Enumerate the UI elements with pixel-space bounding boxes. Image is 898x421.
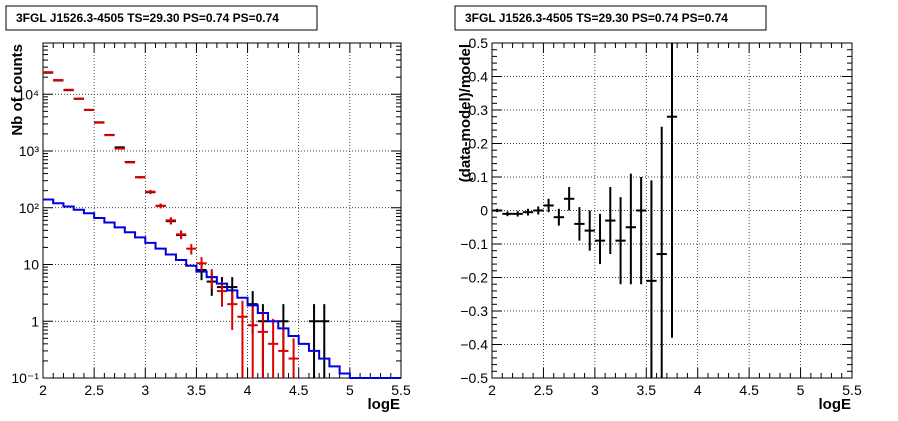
residual-x-tick-label: 2.5 (534, 382, 554, 398)
counts-series0-point (308, 304, 320, 378)
residual-x-tick-label: 2 (488, 382, 496, 398)
residual-y-tick-label: 0.1 (469, 169, 489, 185)
residual-series0-point (492, 208, 503, 213)
counts-series1-point (43, 71, 54, 74)
counts-grid (43, 43, 401, 378)
counts-series1-point (124, 161, 136, 164)
residual-title-box (454, 5, 767, 31)
residual-series0-point (666, 43, 678, 338)
residual-panel: 2 2.5 3 3.5 4 4.5 5 5.5 −0.5 −0.4 −0.3 −0.2 −0.1 0 0.1… (454, 5, 862, 413)
counts-series1-point (237, 300, 248, 378)
counts-x-tick-label: 5 (346, 382, 354, 398)
counts-ticks: 2 2.5 3 3.5 4 4.5 5 5.5 10⁻¹ 1 10 10² 10³ 10⁴ (11, 42, 411, 398)
residual-series0-point (574, 207, 585, 241)
residual-y-tick-label: 0 (480, 203, 488, 219)
counts-series1-point (175, 230, 187, 240)
residual-series0-point (615, 197, 626, 285)
residual-x-tick-label: 3.5 (637, 382, 657, 398)
counts-series1-point (73, 97, 84, 100)
residual-series0-point (646, 180, 657, 378)
residual-series0-point (636, 177, 647, 285)
residual-series0-point (564, 187, 575, 211)
counts-x-tick-label: 2 (39, 382, 47, 398)
residual-x-tick-label: 5 (797, 382, 805, 398)
residual-series0-point (502, 211, 513, 217)
residual-x-tick-label: 4 (694, 382, 702, 398)
residual-y-tick-label: −0.2 (460, 270, 488, 286)
residual-x-axis-label: logE (819, 396, 852, 413)
counts-series1-point (247, 306, 258, 378)
counts-x-tick-label: 3.5 (187, 382, 207, 398)
counts-y-tick-label: 1 (31, 313, 39, 329)
counts-y-tick-label: 10⁻¹ (11, 370, 39, 386)
residual-x-tick-label: 3 (591, 382, 599, 398)
counts-series1-point (257, 311, 269, 378)
residual-x-tick-label: 5.5 (842, 382, 862, 398)
counts-series1-point (186, 243, 197, 255)
counts-series1-point (135, 175, 146, 179)
counts-series1-point (104, 134, 115, 137)
residual-y-tick-label: 0.3 (469, 102, 489, 118)
residual-series0-point (522, 208, 534, 216)
counts-x-tick-label: 4 (244, 382, 252, 398)
residual-ticks: 2 2.5 3 3.5 4 4.5 5 5.5 −0.5 −0.4 −0.3 −0.2 −0.1 0 0.1… (460, 35, 862, 398)
residual-y-tick-label: −0.4 (460, 337, 488, 353)
counts-x-tick-label: 3 (141, 382, 149, 398)
residual-series0-point (512, 211, 523, 217)
counts-x-tick-label: 5.5 (391, 382, 411, 398)
counts-panel: 2 2.5 3 3.5 4 4.5 5 5.5 10⁻¹ 1 10 10² 10³ 10⁴ 3FGL J1… (5, 5, 411, 413)
counts-y-tick-label: 10⁴ (17, 86, 39, 102)
residual-series0-point (553, 208, 564, 226)
counts-series1-point (227, 291, 238, 331)
counts-series0-point (319, 304, 330, 378)
residual-title: 3FGL J1526.3-4505 TS=29.30 PS=0.74 PS=0.… (465, 11, 728, 25)
residual-series0-point (543, 198, 554, 213)
residual-series0-point (584, 210, 595, 251)
counts-x-tick-label: 2.5 (84, 382, 104, 398)
residual-y-tick-label: 0.4 (469, 69, 489, 85)
counts-series1-point (165, 217, 176, 224)
residual-y-axis-label: (data-model)/model (457, 44, 474, 182)
counts-model-step-line (43, 198, 401, 379)
counts-series1-point (268, 318, 279, 378)
counts-data (43, 71, 401, 379)
residual-series0-point (594, 213, 606, 265)
counts-series1-point (155, 203, 166, 209)
residual-series0-point (625, 173, 636, 285)
counts-y-axis-label: Nb of counts (9, 44, 26, 136)
residual-y-tick-label: 0.5 (469, 35, 489, 51)
counts-series1-point (196, 257, 207, 272)
counts-series1-point (53, 79, 64, 82)
counts-series1-point (63, 88, 74, 91)
counts-series1-point (114, 147, 125, 150)
counts-series1-point (216, 281, 228, 307)
residual-x-tick-label: 4.5 (739, 382, 759, 398)
residual-y-tick-label: −0.3 (460, 303, 488, 319)
counts-y-tick-label: 10 (23, 257, 39, 273)
counts-series1-point (288, 338, 299, 378)
counts-x-axis-label: logE (368, 396, 401, 413)
counts-series1-point (94, 121, 105, 124)
residual-y-tick-label: 0.2 (469, 136, 489, 152)
residual-y-tick-label: −0.5 (460, 370, 488, 386)
counts-title-box (5, 5, 318, 31)
counts-series1-point (145, 189, 156, 194)
residual-y-tick-label: −0.1 (460, 236, 488, 252)
counts-y-tick-label: 10³ (19, 143, 40, 159)
counts-x-tick-label: 4.5 (289, 382, 309, 398)
counts-y-tick-label: 10² (19, 200, 40, 216)
residual-data (492, 43, 678, 378)
counts-title: 3FGL J1526.3-4505 TS=29.30 PS=0.74 PS=0.… (16, 11, 279, 25)
residual-series0-point (656, 126, 667, 378)
counts-series1-point (278, 326, 289, 378)
counts-series1-point (83, 108, 95, 111)
residual-series0-point (533, 206, 544, 215)
residual-series0-point (605, 187, 616, 255)
